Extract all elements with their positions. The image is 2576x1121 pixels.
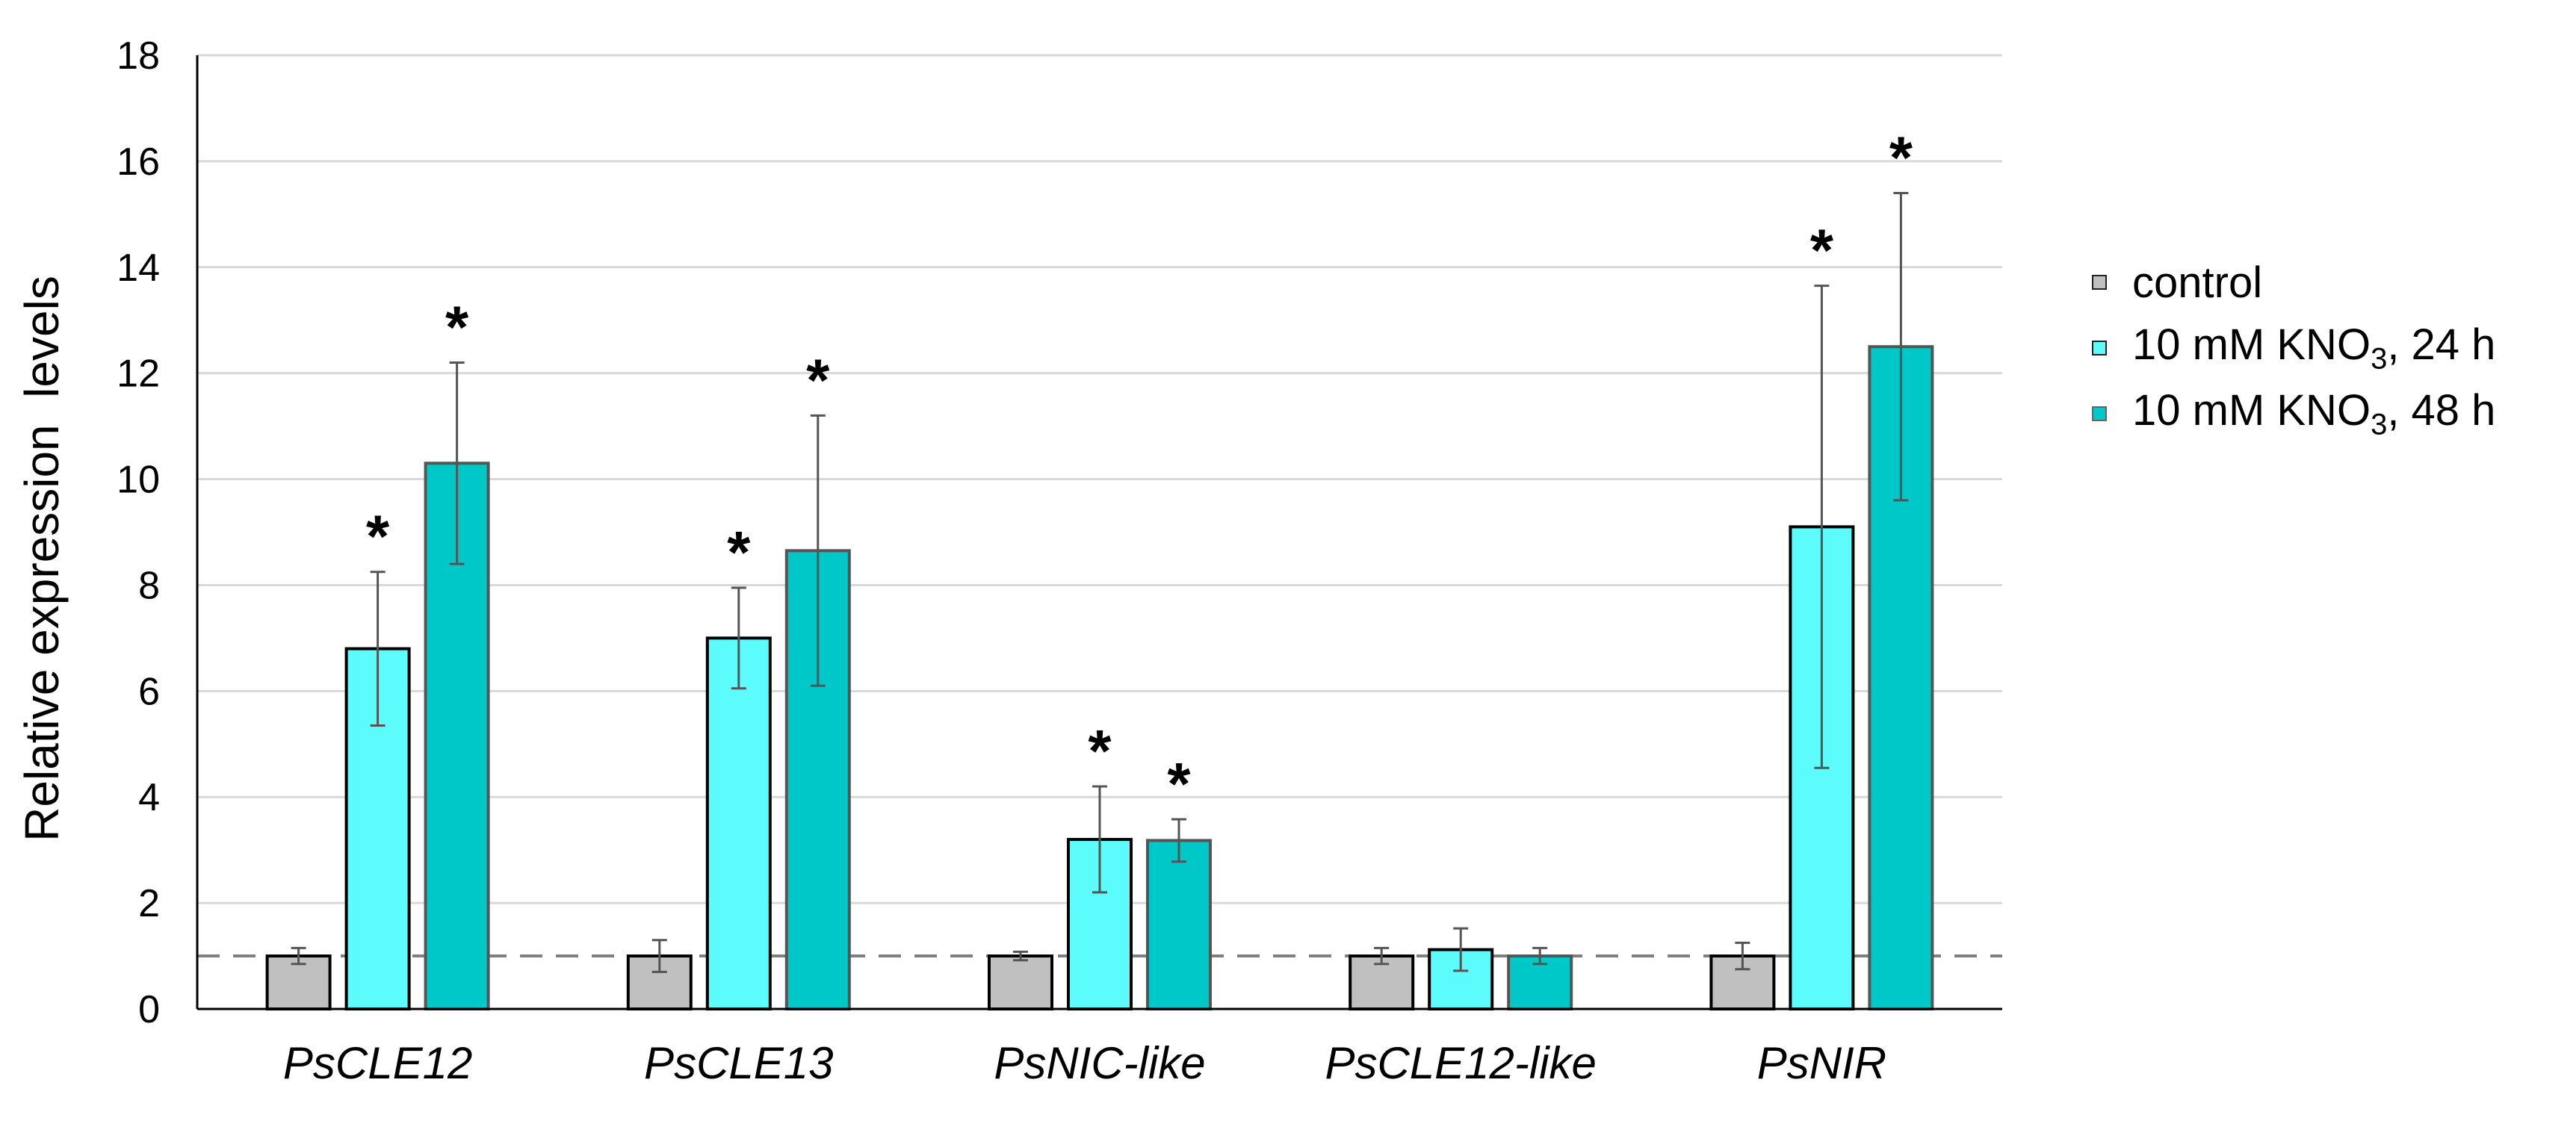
legend-item-control: control <box>2092 249 2495 315</box>
y-tick-label-18: 18 <box>117 34 160 78</box>
significance-star-PsCLE13-s2: * <box>806 347 830 413</box>
significance-star-PsNIC-like-s2: * <box>1167 751 1191 817</box>
legend-swatch-48h <box>2092 406 2107 421</box>
significance-star-PsCLE12-s1: * <box>366 503 390 570</box>
x-category-labels: PsCLE12 PsCLE13 PsNIC-like PsCLE12-like PsNI… <box>283 1038 1886 1088</box>
legend-label-48h: 10 mM KNO3, 48 h <box>2132 386 2496 441</box>
y-tick-label-0: 0 <box>138 988 160 1031</box>
significance-star-PsNIR-s2: * <box>1889 124 1913 190</box>
y-tick-label-16: 16 <box>117 140 160 184</box>
x-category-label-PsCLE12-like: PsCLE12-like <box>1325 1038 1597 1088</box>
y-tick-labels: 0 2 4 6 8 10 12 14 16 18 <box>117 34 160 1031</box>
x-category-label-PsNIC-like: PsNIC-like <box>994 1038 1205 1088</box>
bar-PsCLE13-s0 <box>626 954 693 1010</box>
legend: control 10 mM KNO3, 24 h 10 mM KNO3, 48 … <box>2092 249 2495 447</box>
significance-star-PsCLE13-s1: * <box>727 519 751 586</box>
significance-star-PsCLE12-s2: * <box>445 294 469 360</box>
significance-star-PsNIC-like-s1: * <box>1088 718 1112 784</box>
legend-swatch-control <box>2092 275 2107 290</box>
y-tick-label-2: 2 <box>138 882 160 925</box>
y-tick-label-12: 12 <box>117 353 160 396</box>
bars-group <box>265 345 1934 1011</box>
y-axis-label: Relative expression levels <box>15 276 69 842</box>
significance-star-PsNIR-s1: * <box>1810 217 1834 284</box>
y-tick-label-8: 8 <box>138 564 160 607</box>
axes <box>196 55 2002 1010</box>
x-category-label-PsCLE13: PsCLE13 <box>644 1038 833 1088</box>
bar-PsNIC-like-s2 <box>1146 839 1212 1010</box>
legend-swatch-24h <box>2092 341 2107 355</box>
y-tick-label-10: 10 <box>117 459 160 502</box>
y-tick-label-6: 6 <box>138 670 160 713</box>
legend-label-24h: 10 mM KNO3, 24 h <box>2132 320 2496 376</box>
legend-label-control: control <box>2132 258 2263 307</box>
y-tick-label-14: 14 <box>117 246 160 290</box>
x-category-label-PsCLE12: PsCLE12 <box>283 1038 472 1088</box>
bar-PsNIC-like-s0 <box>988 954 1053 1010</box>
gridlines <box>197 54 2002 904</box>
y-tick-label-4: 4 <box>138 776 160 819</box>
legend-item-48h: 10 mM KNO3, 48 h <box>2092 381 2495 447</box>
x-category-label-PsNIR: PsNIR <box>1757 1038 1886 1088</box>
significance-markers: * * * * * * * * <box>366 124 1913 817</box>
legend-item-24h: 10 mM KNO3, 24 h <box>2092 315 2495 381</box>
error-bars-group <box>291 191 1909 973</box>
bar-PsCLE13-s1 <box>705 636 772 1011</box>
